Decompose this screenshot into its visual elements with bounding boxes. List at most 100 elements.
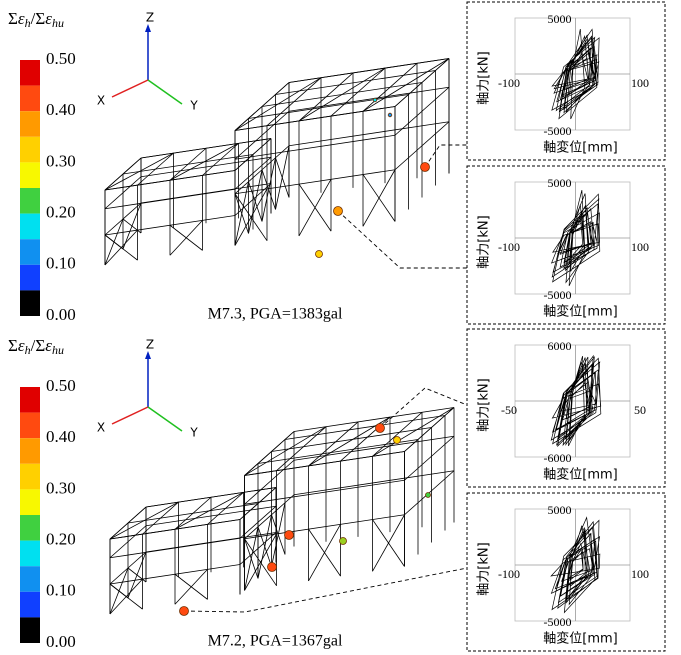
legend-title-part: ε [45,9,52,28]
y-tick-label: -5000 [544,288,572,302]
frame-member [127,503,259,524]
colorbar-segment [20,387,40,413]
frame-member [244,479,405,505]
frame-member [104,176,142,210]
frame-member [104,188,236,210]
y-tick-label: 5000 [548,503,572,517]
colorbar-segment [20,239,40,265]
x-tick-label: -100 [498,567,520,581]
damage-marker [372,97,378,103]
colorbar-segment [20,412,40,439]
x-arrow [111,79,149,98]
roof-brace [362,58,450,112]
frame-member [288,121,450,147]
damage-marker [375,423,385,433]
frame-member [261,169,276,210]
frame-member [394,86,450,136]
frame-member [234,193,268,241]
inset-border [466,165,666,325]
frame-member [404,407,455,452]
colorbar-tick-label: 0.20 [46,203,76,222]
frame-member [140,138,272,159]
x-tick-label: -50 [501,403,517,417]
frame-member [234,193,249,234]
x-axis-label: 軸変位[mm] [543,140,617,156]
colorbar-tick-label: 0.30 [46,151,76,170]
y-tick-label: 6000 [548,339,572,353]
x-tick-label: 100 [631,240,649,254]
axis-name: Y [189,426,198,440]
legend-title-part: Σ [8,9,18,28]
frame-member [275,70,436,95]
frame-member [145,487,277,508]
axis-name: Z [146,11,154,25]
y-axis-label: 軸力[kN] [477,51,492,104]
damage-marker [179,606,189,616]
frame-member [169,224,203,251]
legend-title-part: hu [52,343,64,357]
colorbar-segment [20,136,40,163]
colorbar-tick-label: 0.10 [46,581,76,600]
roof-brace [109,501,179,540]
colorbar-segment [20,540,40,567]
colorbar-segment [20,60,40,86]
y-axis-label: 軸力[kN] [477,542,492,595]
hysteresis-curve [550,190,601,287]
colorbar-tick-label: 0.40 [46,427,76,446]
frame-member [248,181,263,222]
z-arrowhead [145,351,151,359]
roof-brace [174,492,244,530]
damage-marker [393,436,401,444]
frame-member [122,218,142,234]
roof-brace [244,426,327,476]
inset-border [466,492,666,652]
y-arrow [147,406,183,432]
frame-member [234,169,396,195]
legend-title-part: /Σ [31,336,46,355]
colorbar-tick-label: 0.30 [46,478,76,497]
y-tick-label: -5000 [544,615,572,629]
legend-title-part: hu [52,16,64,30]
frame-member [404,435,455,481]
frame-member [293,470,455,496]
frame-member [234,106,396,131]
legend-title: Σεh/Σεhu [8,336,64,357]
axis-name: Z [146,338,154,352]
caption: M7.2, PGA=1367gal [208,633,343,650]
damage-marker [387,112,393,118]
x-axis-label: 軸変位[mm] [543,631,617,647]
frame-member [234,156,272,190]
frame-member [109,537,241,559]
z-arrowhead [145,24,151,32]
frame-member [308,421,359,467]
frame-member [276,426,327,471]
hysteresis-curve [551,28,600,120]
roof-brace [372,407,455,457]
colorbar-segment [20,591,40,618]
frame-member [362,174,396,222]
leader-line [337,210,467,269]
roof-brace [169,143,239,181]
legend-title-part: ε [45,336,52,355]
colorbar-segment [20,213,40,240]
x-tick-label: 50 [634,403,646,417]
frame-member [288,86,450,112]
colorbar-tick-label: 0.40 [46,100,76,119]
y-tick-label: -5000 [544,124,572,138]
damage-marker [339,537,347,545]
y-tick-label: 5000 [548,12,572,26]
frame-member [109,583,129,599]
frame-member [271,514,286,555]
frame-member [271,427,432,452]
damage-marker [315,250,323,258]
axis-name: X [97,94,105,108]
frame-member [394,121,450,171]
roof-brace [234,77,322,131]
x-tick-label: -100 [498,76,520,90]
colorbar-tick-label: 0.00 [46,305,76,324]
frame-member [244,494,295,540]
caption: M7.3, PGA=1383gal [208,306,343,323]
colorbar-segment [20,617,40,643]
legend-title-part: h [25,16,31,30]
colorbar-segment [20,463,40,490]
